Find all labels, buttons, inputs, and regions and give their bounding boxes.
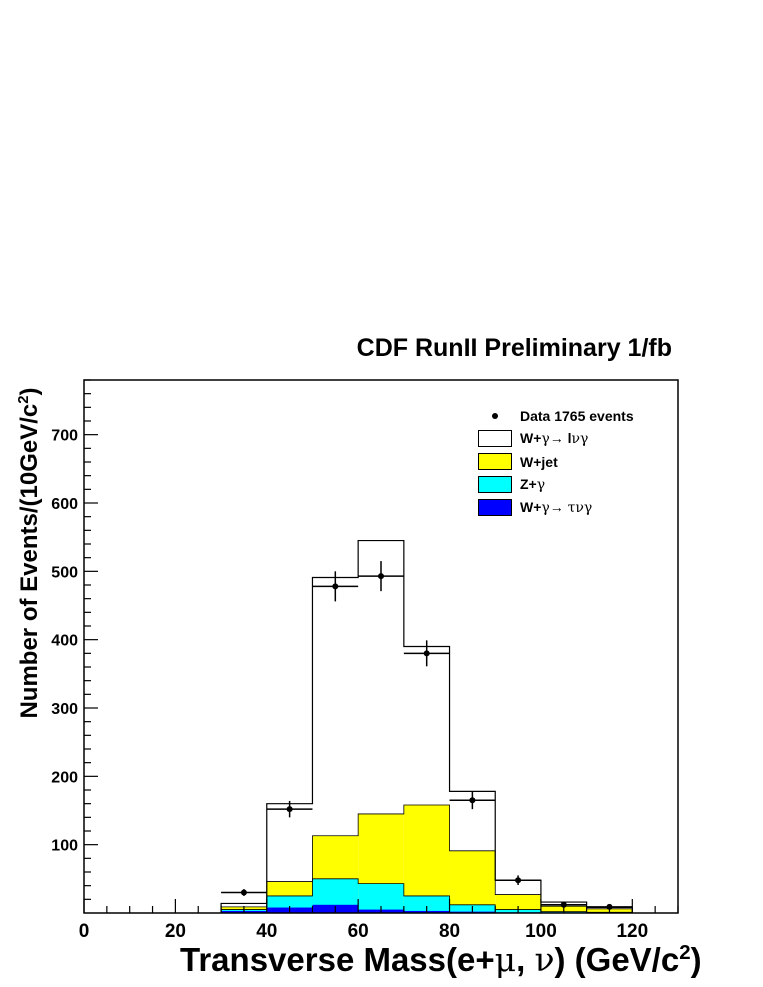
data-point	[286, 806, 293, 813]
x-tick-label: 20	[165, 921, 186, 942]
y-tick-label: 200	[51, 769, 78, 786]
legend-item-data: Data 1765 events	[478, 404, 678, 427]
legend-item-wjet: W+jet	[478, 450, 678, 473]
yellow-swatch-icon	[478, 453, 512, 470]
legend: Data 1765 events W+γ→ lνγ W+jet Z+γ W+γ→…	[478, 404, 678, 519]
legend-label: W+jet	[520, 453, 558, 470]
y-tick-label: 700	[51, 428, 78, 445]
x-tick-label: 60	[348, 921, 369, 942]
data-point	[378, 573, 384, 580]
histogram-outline	[220, 878, 633, 913]
x-tick-label: 80	[439, 921, 460, 942]
data-point	[560, 901, 567, 908]
legend-item-zgamma: Z+γ	[478, 473, 678, 496]
blue-swatch-icon	[478, 499, 512, 516]
y-tick-label: 400	[51, 633, 78, 650]
stacked-bars	[221, 540, 633, 913]
x-tick-label: 0	[79, 921, 90, 942]
bar-w-jet	[495, 894, 541, 913]
legend-item-wgamma-tau: W+γ→ τνγ	[478, 496, 678, 519]
y-tick-label: 500	[51, 564, 78, 581]
x-axis-label: Transverse Mass(e+μ, ν) (GeV/c2)	[180, 940, 702, 979]
data-point	[469, 797, 476, 804]
bar-z-	[403, 895, 450, 913]
chart-title: CDF RunII Preliminary 1/fb	[356, 334, 672, 362]
white-swatch-icon	[478, 430, 512, 447]
y-axis-label: Number of Events/(10GeV/c2)	[16, 387, 43, 719]
data-marker-icon	[478, 407, 512, 424]
legend-label: W+γ→ lνγ	[520, 430, 589, 447]
legend-label: Z+γ	[520, 476, 546, 493]
legend-label: W+γ→ τνγ	[520, 499, 593, 516]
legend-label: Data 1765 events	[520, 407, 634, 424]
cyan-swatch-icon	[478, 476, 512, 493]
axes: 0 20 40 60 80 100 120 100 200 300 400 500 600 700	[51, 379, 679, 942]
legend-item-wgamma-lnu: W+γ→ lνγ	[478, 427, 678, 450]
x-tick-label: 120	[616, 921, 648, 942]
data-point	[240, 889, 247, 896]
histogram-outline	[220, 804, 633, 913]
x-tick-label: 40	[256, 921, 277, 942]
data-point	[332, 583, 339, 590]
x-tick-label: 100	[525, 921, 557, 942]
y-tick-label: 600	[51, 496, 78, 513]
y-tick-label: 300	[51, 701, 78, 718]
bar-w-jet	[403, 805, 450, 913]
y-tick-label: 100	[51, 838, 78, 855]
bar-w-jet	[449, 850, 496, 913]
data-point	[423, 650, 430, 657]
data-point	[515, 877, 522, 884]
